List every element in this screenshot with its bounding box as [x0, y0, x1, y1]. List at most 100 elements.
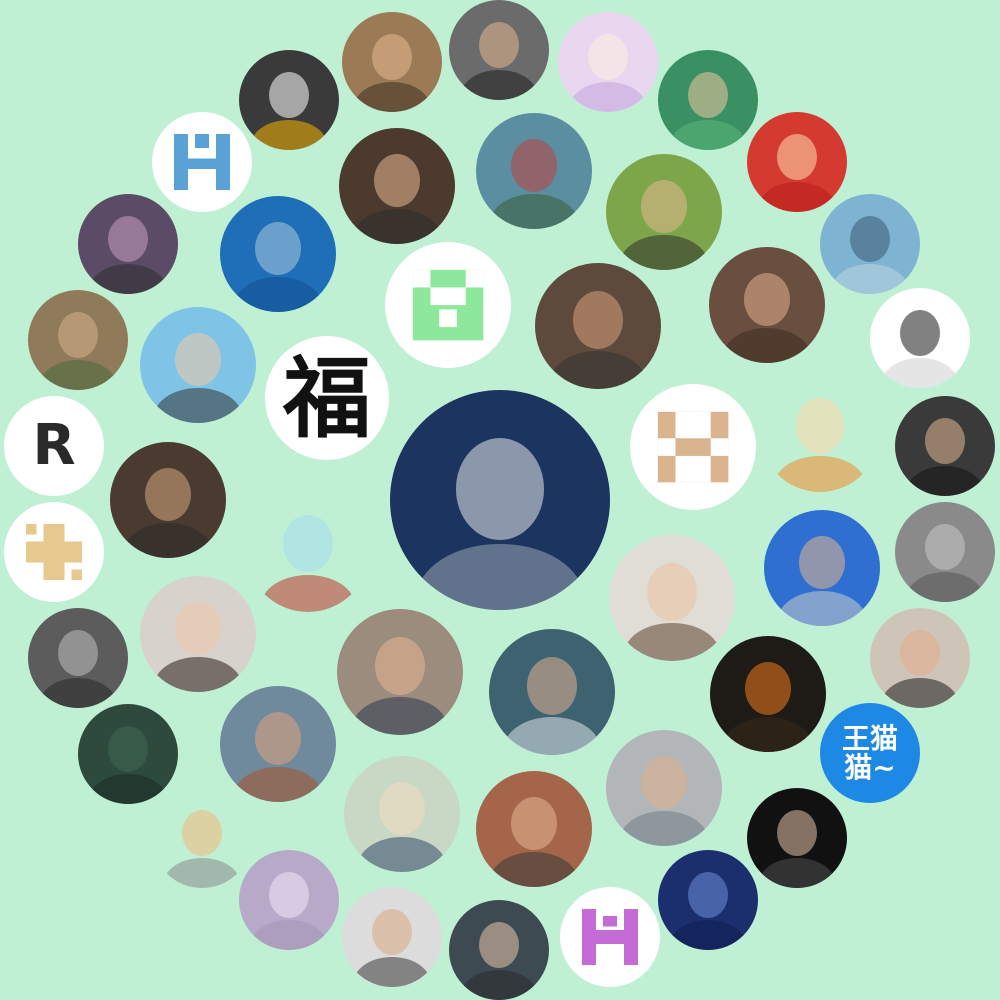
avatar-fu-character[interactable]: 福 — [265, 336, 389, 460]
avatar-body — [416, 544, 584, 610]
avatar-face — [900, 310, 940, 356]
avatar-face — [798, 535, 846, 589]
identicon-pattern — [412, 269, 484, 341]
avatar-red-beard-man[interactable] — [220, 686, 336, 802]
avatar-anime-girl[interactable] — [558, 12, 658, 112]
avatar-face — [640, 755, 688, 809]
avatar-icon-cream[interactable] — [4, 502, 104, 602]
avatar-body — [619, 811, 709, 846]
avatar-black-dark[interactable] — [870, 288, 970, 388]
avatar-face — [374, 636, 426, 695]
avatar-body — [882, 358, 958, 388]
avatar-man-suit[interactable] — [449, 0, 549, 100]
avatar-r-letter[interactable]: R — [4, 396, 104, 496]
avatar-icon-beige[interactable] — [630, 384, 756, 510]
avatar-man-white-hoodie[interactable] — [489, 629, 615, 755]
avatar-face — [744, 661, 792, 715]
avatar-face — [108, 216, 148, 262]
avatar-hair-glasses-man[interactable] — [339, 128, 455, 244]
avatar-glyph: R — [32, 413, 76, 478]
avatar-face — [777, 810, 817, 856]
avatar-body — [722, 328, 812, 363]
avatar-body — [570, 82, 646, 112]
avatar-orange-mountain[interactable] — [710, 636, 826, 752]
avatar-face — [526, 656, 578, 715]
avatar-face — [378, 781, 426, 835]
avatar-tux-penguin[interactable] — [239, 50, 339, 150]
identicon-pattern — [582, 909, 638, 965]
avatar-body — [461, 970, 537, 1000]
avatar-face — [372, 909, 412, 955]
avatar-bw-man[interactable] — [895, 502, 995, 602]
avatar-icon-blue[interactable] — [152, 112, 252, 212]
avatar-body — [354, 82, 430, 112]
avatar-young-man-smile[interactable] — [449, 900, 549, 1000]
avatar-face — [510, 796, 558, 850]
avatar-cartoon-old-glasses[interactable] — [152, 788, 252, 888]
avatar-face — [283, 515, 333, 573]
identicon-pattern — [657, 411, 729, 483]
avatar-body — [354, 957, 430, 987]
avatar-body — [352, 697, 448, 735]
avatar-body — [907, 466, 983, 496]
avatar-gopher[interactable] — [246, 488, 370, 612]
avatar-blue-face-art[interactable] — [658, 850, 758, 950]
avatar-shark[interactable] — [220, 196, 336, 312]
avatar-train-man[interactable] — [895, 396, 995, 496]
avatar-man-sweater-room[interactable] — [606, 730, 722, 846]
avatar-wave-hair-man[interactable] — [342, 12, 442, 112]
avatar-man-glasses-brick[interactable] — [476, 771, 592, 887]
avatar-woman-dark-hair[interactable] — [140, 576, 256, 692]
avatar-man-crossed-arms[interactable] — [747, 788, 847, 888]
avatar-body — [774, 456, 866, 492]
avatar-body — [670, 920, 746, 950]
avatar-body — [777, 591, 867, 626]
avatar-asian-man-glasses[interactable] — [342, 887, 442, 987]
avatar-selfie-man-restaurant[interactable] — [535, 263, 661, 389]
avatar-body — [90, 774, 166, 804]
avatar-icon-purple[interactable] — [560, 887, 660, 987]
avatar-glasses-man-closeup[interactable] — [709, 247, 825, 363]
avatar-man-glasses-beard-hand[interactable] — [870, 608, 970, 708]
avatar-smile-man[interactable] — [658, 50, 758, 150]
avatar-body — [153, 388, 243, 423]
avatar-body — [260, 574, 356, 612]
avatar-face — [925, 524, 965, 570]
avatar-man-blue-shirt[interactable] — [337, 609, 463, 735]
avatar-face — [688, 72, 728, 118]
avatar-icon-green[interactable] — [385, 242, 511, 368]
avatar-field-man[interactable] — [28, 290, 128, 390]
avatar-young-asian-man-glasses[interactable] — [110, 442, 226, 558]
avatar-face — [372, 34, 412, 80]
avatar-unicycle[interactable] — [476, 113, 592, 229]
avatar-body — [153, 657, 243, 692]
avatar-body — [123, 523, 213, 558]
avatar-whiteboard-man[interactable] — [606, 154, 722, 270]
avatar-body — [759, 858, 835, 888]
avatar-face — [58, 630, 98, 676]
avatar-chinese-baby-cartoon[interactable] — [747, 112, 847, 212]
avatar-laptop-man-bw[interactable] — [28, 608, 128, 708]
avatar-bearded-man-blue[interactable] — [764, 510, 880, 626]
avatar-anime-scene[interactable] — [820, 194, 920, 294]
avatar-octocat-kid[interactable] — [78, 194, 178, 294]
avatar-body — [504, 717, 600, 755]
avatar-body — [461, 70, 537, 100]
avatar-main-husky-penguin[interactable] — [390, 390, 610, 610]
avatar-uncle-big-glasses[interactable] — [140, 307, 256, 423]
avatar-body — [40, 360, 116, 390]
avatar-body — [352, 209, 442, 244]
avatar-anime-samurai[interactable] — [344, 756, 460, 872]
avatar-body — [251, 920, 327, 950]
avatar-keyboard[interactable] — [239, 850, 339, 950]
avatar-bald-beard[interactable] — [609, 535, 735, 661]
avatar-body — [489, 194, 579, 229]
identicon-pattern — [26, 524, 82, 580]
avatar-face — [373, 153, 421, 207]
avatar-dark-green-blur[interactable] — [78, 704, 178, 804]
avatar-body — [619, 235, 709, 270]
avatar-face — [900, 630, 940, 676]
avatar-mao-mao[interactable]: 王猫 猫~ — [820, 703, 920, 803]
avatar-kyle-south-park[interactable] — [760, 372, 880, 492]
